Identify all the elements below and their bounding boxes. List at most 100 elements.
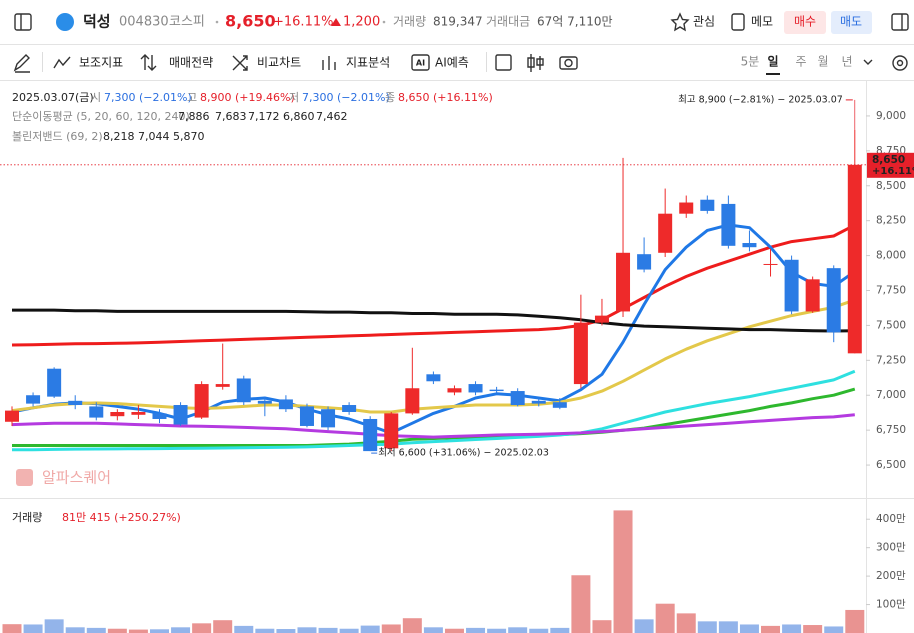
candle-body bbox=[489, 389, 504, 392]
ma-legend-label: 단순이동평균 (5, 20, 60, 120, 240) bbox=[12, 110, 190, 123]
period-button[interactable]: 주 bbox=[795, 55, 806, 69]
volume-bar bbox=[697, 621, 717, 633]
toolbar-item[interactable]: AI예측 bbox=[435, 56, 469, 70]
capture-button[interactable] bbox=[559, 56, 578, 70]
candle-body bbox=[426, 374, 441, 382]
volume-bar bbox=[655, 603, 675, 633]
period-dropdown[interactable] bbox=[863, 59, 873, 65]
sidebar-toggle[interactable] bbox=[14, 13, 32, 31]
watch-button[interactable]: 관심 bbox=[693, 15, 715, 29]
volume-bar bbox=[550, 627, 570, 633]
volume-bar bbox=[234, 625, 254, 633]
header bbox=[0, 0, 914, 44]
settings-button[interactable] bbox=[892, 55, 908, 71]
icon-part bbox=[896, 59, 904, 67]
y-tick-label: 7,250 bbox=[876, 354, 906, 366]
price: 8,650 bbox=[225, 12, 276, 31]
toolbar-item[interactable]: 지표분석 bbox=[346, 56, 390, 70]
period-button[interactable]: 년 bbox=[841, 55, 852, 69]
panel-toggle[interactable] bbox=[891, 13, 909, 31]
ma-legend-value: 7,172 bbox=[248, 110, 280, 123]
sell-button-bg[interactable] bbox=[831, 11, 872, 34]
candle-body bbox=[68, 400, 83, 406]
candle-body bbox=[447, 388, 462, 393]
high-note: 최고 8,900 (−2.81%) − 2025.03.07 bbox=[678, 94, 843, 105]
volume-bar bbox=[487, 628, 507, 633]
draw-tool[interactable] bbox=[13, 54, 30, 73]
volume: 819,347 bbox=[433, 15, 483, 29]
candle-body bbox=[510, 391, 525, 406]
info-label: 고 bbox=[187, 91, 197, 104]
memo-button[interactable]: 메모 bbox=[751, 15, 773, 29]
volume-bar bbox=[423, 627, 443, 633]
volume-bar bbox=[128, 629, 148, 633]
volume-bar bbox=[592, 620, 612, 633]
y-tick-label: 7,000 bbox=[876, 389, 906, 401]
ma-legend-value: 7,886 bbox=[178, 110, 210, 123]
info-value: 7,300 (−2.01%) bbox=[302, 91, 390, 104]
volume-bar bbox=[149, 629, 169, 633]
info-label: 시 bbox=[91, 91, 101, 104]
toolbar-item[interactable]: 매매전략 bbox=[169, 56, 213, 70]
star-icon[interactable] bbox=[670, 12, 690, 32]
bb-legend-label: 볼린저밴드 (69, 2) bbox=[12, 130, 103, 143]
info-value: 8,650 (+16.11%) bbox=[398, 91, 493, 104]
volume-bar bbox=[761, 625, 781, 633]
watermark-logo bbox=[16, 469, 33, 486]
sell-button[interactable]: 매도 bbox=[840, 15, 862, 29]
current-price-label: 8,650 bbox=[872, 154, 905, 166]
volume-bar bbox=[718, 621, 738, 633]
info-value: 7,300 (−2.01%) bbox=[104, 91, 192, 104]
candle-body bbox=[131, 412, 146, 415]
volume-subtitle: 81만 415 (+250.27%) bbox=[62, 511, 181, 524]
y-tick-label: 6,500 bbox=[876, 459, 906, 471]
volume-bar bbox=[86, 627, 106, 633]
moving-average-line bbox=[11, 298, 856, 414]
y-tick-label: 400만 bbox=[876, 513, 906, 525]
y-tick-label: 7,500 bbox=[876, 319, 906, 331]
volume-bar bbox=[65, 627, 85, 633]
candle-body bbox=[742, 243, 757, 248]
volume-bar bbox=[676, 613, 696, 633]
current-price-box bbox=[867, 152, 914, 178]
toolbar-item[interactable]: 보조지표 bbox=[79, 56, 123, 70]
ai-chip-label: AI bbox=[416, 59, 425, 68]
memo-icon[interactable] bbox=[731, 13, 745, 31]
period-button[interactable]: 월 bbox=[817, 55, 828, 69]
volume-bar bbox=[339, 628, 359, 633]
candle-body bbox=[278, 399, 293, 410]
toolbar-item[interactable]: 비교차트 bbox=[257, 56, 301, 70]
chart-type-button[interactable] bbox=[527, 54, 544, 72]
buy-button-bg[interactable] bbox=[784, 11, 826, 34]
volume-label: 거래량 bbox=[393, 15, 426, 29]
ma-legend-value: 6,860 bbox=[283, 110, 315, 123]
volume-bar bbox=[171, 627, 191, 633]
volume-bar bbox=[613, 510, 633, 633]
volume-title: 거래량 bbox=[12, 511, 42, 524]
bb-legend-value: 5,870 bbox=[173, 130, 205, 143]
current-price-change: +16.11% bbox=[872, 166, 914, 177]
buy-button[interactable]: 매수 bbox=[794, 15, 816, 29]
volume-bar bbox=[845, 609, 865, 633]
volume-bar bbox=[318, 627, 338, 633]
toolbar-icon bbox=[53, 56, 71, 69]
toolbar-icon bbox=[232, 55, 248, 71]
candle-body bbox=[658, 213, 673, 253]
bollinger-line bbox=[11, 223, 856, 347]
moving-average-line bbox=[12, 369, 856, 452]
bb-legend-value: 8,218 bbox=[103, 130, 135, 143]
candle-body bbox=[405, 388, 420, 414]
stock-name: 덕성 bbox=[83, 13, 111, 31]
low-note: 최저 6,600 (+31.06%) − 2025.02.03 bbox=[378, 448, 549, 459]
volume-bar bbox=[107, 628, 127, 633]
volume-bar bbox=[782, 624, 802, 633]
y-tick-label: 100만 bbox=[876, 599, 906, 611]
y-tick-label: 8,250 bbox=[876, 215, 906, 227]
period-button[interactable]: 일 bbox=[767, 55, 778, 69]
candle-body bbox=[552, 402, 567, 408]
y-tick-label: 300만 bbox=[876, 542, 906, 554]
volume-bar bbox=[297, 627, 317, 633]
period-button[interactable]: 5분 bbox=[741, 55, 760, 69]
candle-body bbox=[215, 384, 230, 387]
layout-button[interactable] bbox=[495, 54, 512, 71]
